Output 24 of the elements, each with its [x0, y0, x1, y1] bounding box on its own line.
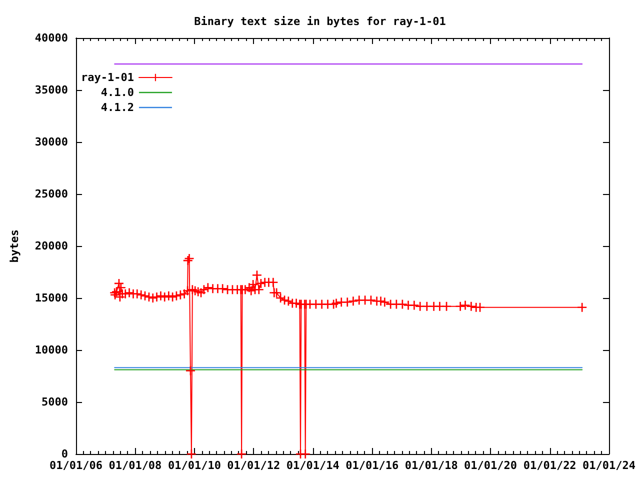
y-tick-label: 5000 — [42, 396, 68, 408]
legend-label: ray-1-01 — [80, 71, 134, 84]
y-tick-label: 35000 — [34, 84, 68, 96]
x-tick-label: 01/01/18 — [404, 459, 458, 472]
x-tick-label: 01/01/16 — [346, 459, 399, 472]
x-tick-label: 01/01/10 — [168, 459, 221, 472]
legend-label: 4.1.2 — [100, 101, 134, 114]
x-tick-label: 01/01/14 — [286, 459, 340, 472]
y-tick-label: 0 — [61, 448, 68, 460]
y-tick-label: 25000 — [34, 188, 68, 200]
x-tick-label: 01/01/06 — [50, 459, 103, 472]
x-tick-label: 01/01/12 — [227, 459, 280, 472]
chart-title: Binary text size in bytes for ray-1-01 — [194, 15, 446, 28]
x-tick-label: 01/01/08 — [108, 459, 162, 472]
y-tick-label: 20000 — [34, 240, 68, 252]
x-tick-label: 01/01/22 — [523, 459, 576, 472]
x-tick-label: 01/01/24 — [582, 459, 636, 472]
y-tick-label: 30000 — [34, 136, 68, 148]
x-tick-label: 01/01/20 — [464, 459, 518, 472]
legend-label: 4.1.0 — [100, 86, 134, 99]
y-axis-title: bytes — [8, 229, 21, 263]
y-tick-label: 15000 — [34, 292, 68, 304]
y-tick-label: 40000 — [34, 32, 68, 44]
y-tick-label: 10000 — [34, 344, 68, 356]
